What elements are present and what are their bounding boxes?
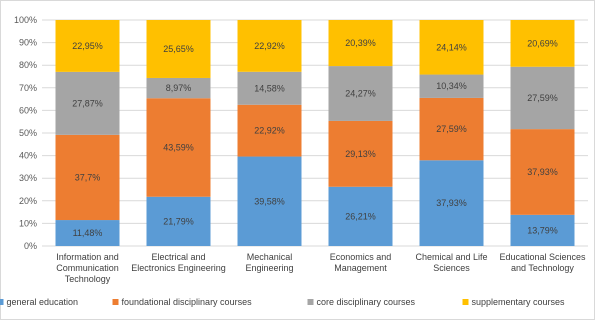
x-tick-label: Information and Communication Technology <box>56 252 119 284</box>
data-label: 37,93% <box>527 167 558 177</box>
data-label: 11,48% <box>73 228 103 238</box>
y-tick-label: 40% <box>19 151 37 161</box>
data-label: 22,92% <box>254 126 285 136</box>
y-tick-label: 70% <box>19 83 37 93</box>
y-tick-label: 30% <box>19 173 37 183</box>
bar-segment <box>328 186 393 246</box>
legend-swatch <box>307 299 314 305</box>
bar-segment <box>510 214 575 246</box>
bar-segment <box>237 20 302 72</box>
bar-segment <box>55 71 120 135</box>
data-label: 27,87% <box>72 98 103 108</box>
legend-label: foundational disciplinary courses <box>122 297 253 307</box>
legend-swatch <box>0 299 4 305</box>
bar-segment <box>55 20 120 72</box>
legend-swatch <box>462 299 469 305</box>
bar-segment <box>146 98 211 197</box>
bar-segment <box>146 20 211 78</box>
data-label: 29,13% <box>345 149 376 159</box>
data-label: 27,59% <box>527 93 558 103</box>
legend: general education foundational disciplina… <box>0 297 565 307</box>
bar-segment <box>510 129 575 215</box>
x-axis-categories: Information and Communication Technology El… <box>56 252 586 284</box>
data-labels: 11,48% 37,7% 27,87% 22,95% 21,79% 43,59% 8,97%… <box>72 38 558 238</box>
bar-segment <box>419 97 484 161</box>
y-tick-label: 80% <box>19 60 37 70</box>
gridlines <box>42 19 588 247</box>
bar-segment <box>510 66 575 130</box>
bar-segment <box>237 156 302 246</box>
data-label: 22,92% <box>254 41 285 51</box>
x-tick-label: Mechanical Engineering <box>245 252 293 273</box>
bar-segment <box>419 74 484 98</box>
bar-segment <box>237 104 302 157</box>
data-label: 27,59% <box>436 124 467 134</box>
data-label: 14,58% <box>254 83 285 93</box>
y-tick-label: 90% <box>19 38 37 48</box>
bars <box>55 20 575 246</box>
bar-segment <box>237 71 302 105</box>
bar-segment <box>328 20 393 67</box>
legend-label: core disciplinary courses <box>317 297 416 307</box>
y-tick-label: 0% <box>24 241 37 251</box>
bar-segment <box>419 160 484 246</box>
bar-segment <box>328 120 393 187</box>
data-label: 21,79% <box>163 216 194 226</box>
legend-swatch <box>112 299 119 305</box>
y-axis-ticks: 0% 10% 20% 30% 40% 50% 60% 70% 80% 90% 100% <box>14 15 37 251</box>
data-label: 43,59% <box>163 142 194 152</box>
x-tick-label: Economics and Management <box>330 252 392 273</box>
data-label: 25,65% <box>163 44 194 54</box>
legend-label: supplementary courses <box>472 297 566 307</box>
data-label: 20,69% <box>527 38 558 48</box>
data-label: 10,34% <box>436 81 467 91</box>
bar-segment <box>146 77 211 99</box>
bar-segment <box>55 134 120 221</box>
data-label: 20,39% <box>345 38 376 48</box>
x-tick-label: Electrical and Electronics Engineering <box>131 252 226 273</box>
data-label: 24,14% <box>436 42 467 52</box>
data-label: 22,95% <box>72 41 103 51</box>
bar-segment <box>55 220 120 246</box>
bar-segment <box>419 20 484 75</box>
data-label: 26,21% <box>345 211 376 221</box>
x-tick-label: Educational Sciences and Technology <box>499 252 586 273</box>
y-tick-label: 50% <box>19 128 37 138</box>
data-label: 37,7% <box>75 172 101 182</box>
data-label: 13,79% <box>527 225 558 235</box>
y-tick-label: 60% <box>19 105 37 115</box>
data-label: 39,58% <box>254 196 285 206</box>
bar-segment <box>146 196 211 246</box>
data-label: 37,93% <box>436 198 467 208</box>
y-tick-label: 100% <box>14 15 37 25</box>
bar-segment <box>510 20 575 67</box>
data-label: 24,27% <box>345 89 376 99</box>
y-tick-label: 10% <box>19 218 37 228</box>
y-tick-label: 20% <box>19 196 37 206</box>
legend-label: general education <box>7 297 79 307</box>
bar-segment <box>328 66 393 121</box>
x-tick-label: Chemical and Life Sciences <box>415 252 487 273</box>
data-label: 8,97% <box>166 83 192 93</box>
